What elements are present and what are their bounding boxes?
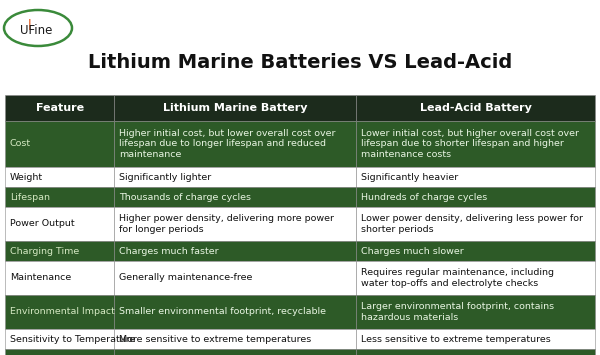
Text: Smaller environmental footprint, recyclable: Smaller environmental footprint, recycla… (119, 307, 326, 317)
Text: Lifespan: Lifespan (10, 192, 50, 202)
Text: Lower power density, delivering less power for
shorter periods: Lower power density, delivering less pow… (361, 214, 583, 234)
Text: Feature: Feature (35, 103, 83, 113)
Bar (114, 167, 356, 187)
Bar (114, 329, 356, 349)
Bar (5, 261, 114, 295)
Text: Charges much faster: Charges much faster (119, 246, 219, 256)
Bar (356, 295, 595, 329)
Text: Sensitivity to Temperature: Sensitivity to Temperature (10, 334, 136, 344)
Bar (356, 349, 595, 355)
Text: More sensitive to extreme temperatures: More sensitive to extreme temperatures (119, 334, 311, 344)
Ellipse shape (4, 10, 72, 46)
Text: Higher power density, delivering more power
for longer periods: Higher power density, delivering more po… (119, 214, 334, 234)
Text: Lithium Marine Batteries VS Lead-Acid: Lithium Marine Batteries VS Lead-Acid (88, 53, 512, 71)
Text: Lower initial cost, but higher overall cost over
lifespan due to shorter lifespa: Lower initial cost, but higher overall c… (361, 129, 579, 159)
Bar (5, 241, 114, 261)
Bar (5, 121, 114, 167)
Bar (5, 295, 114, 329)
Text: Hundreds of charge cycles: Hundreds of charge cycles (361, 192, 487, 202)
Text: Charges much slower: Charges much slower (361, 246, 464, 256)
Text: Higher initial cost, but lower overall cost over
lifespan due to longer lifespan: Higher initial cost, but lower overall c… (119, 129, 335, 159)
Text: Significantly lighter: Significantly lighter (119, 173, 211, 181)
Text: Thousands of charge cycles: Thousands of charge cycles (119, 192, 251, 202)
Text: Larger environmental footprint, contains
hazardous materials: Larger environmental footprint, contains… (361, 302, 554, 322)
Bar (356, 95, 595, 121)
Text: Charging Time: Charging Time (10, 246, 79, 256)
Text: Generally maintenance-free: Generally maintenance-free (119, 273, 253, 283)
Bar (356, 121, 595, 167)
Text: UFine: UFine (20, 23, 52, 37)
Text: Lead-Acid Battery: Lead-Acid Battery (419, 103, 532, 113)
Bar (5, 329, 114, 349)
Bar (356, 187, 595, 207)
Text: Power Output: Power Output (10, 219, 74, 229)
Bar (5, 349, 114, 355)
Bar (114, 121, 356, 167)
Text: Environmental Impact: Environmental Impact (10, 307, 115, 317)
Text: Cost: Cost (10, 140, 31, 148)
Bar (114, 349, 356, 355)
Bar (114, 187, 356, 207)
Bar (356, 261, 595, 295)
Bar (5, 167, 114, 187)
Bar (114, 241, 356, 261)
Bar (356, 167, 595, 187)
Bar (5, 95, 114, 121)
Bar (114, 207, 356, 241)
Bar (356, 207, 595, 241)
Text: Maintenance: Maintenance (10, 273, 71, 283)
Bar (114, 295, 356, 329)
Text: Requires regular maintenance, including
water top-offs and electrolyte checks: Requires regular maintenance, including … (361, 268, 554, 288)
Bar (114, 261, 356, 295)
Text: Significantly heavier: Significantly heavier (361, 173, 458, 181)
Bar (5, 187, 114, 207)
Text: Less sensitive to extreme temperatures: Less sensitive to extreme temperatures (361, 334, 551, 344)
Text: Weight: Weight (10, 173, 43, 181)
Bar (114, 95, 356, 121)
Text: |: | (28, 20, 32, 31)
Text: Lithium Marine Battery: Lithium Marine Battery (163, 103, 307, 113)
Bar (5, 207, 114, 241)
Bar (356, 329, 595, 349)
Bar (356, 241, 595, 261)
